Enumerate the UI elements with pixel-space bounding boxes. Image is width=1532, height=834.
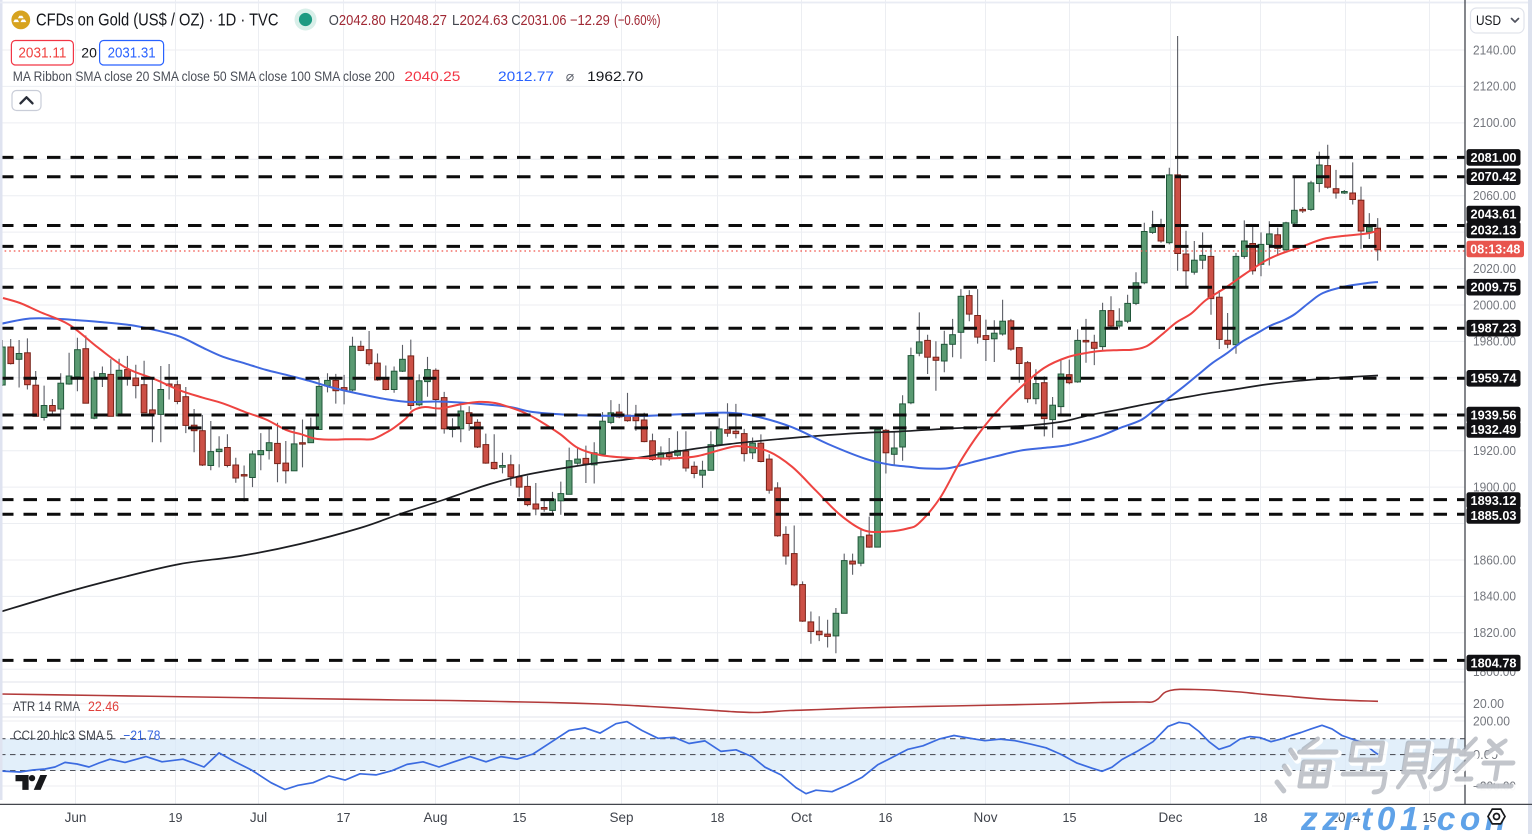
- svg-text:2024: 2024: [1330, 810, 1361, 825]
- svg-text:Sep: Sep: [609, 810, 633, 825]
- svg-text:18: 18: [711, 811, 725, 825]
- svg-text:USD: USD: [1476, 13, 1501, 28]
- svg-text:zzrt01.con: zzrt01.con: [1300, 801, 1510, 834]
- svg-text:2012.77: 2012.77: [498, 68, 554, 84]
- svg-text:16: 16: [879, 811, 893, 825]
- svg-text:MA Ribbon SMA close 20 SMA clo: MA Ribbon SMA close 20 SMA close 50 SMA …: [13, 69, 395, 84]
- svg-text:−21.78: −21.78: [123, 728, 160, 743]
- svg-text:1885.03: 1885.03: [1471, 509, 1517, 523]
- svg-text:2060.00: 2060.00: [1473, 189, 1516, 203]
- svg-text:17: 17: [337, 811, 351, 825]
- svg-text:1959.74: 1959.74: [1471, 372, 1517, 386]
- svg-text:−12.29: −12.29: [570, 13, 610, 29]
- svg-text:2031.11: 2031.11: [18, 46, 66, 62]
- svg-text:1893.12: 1893.12: [1471, 494, 1517, 508]
- svg-text:1987.23: 1987.23: [1471, 322, 1517, 336]
- svg-text:2140.00: 2140.00: [1473, 43, 1516, 57]
- svg-text:1980.00: 1980.00: [1473, 335, 1516, 349]
- svg-text:O2042.80: O2042.80: [329, 13, 386, 29]
- svg-text:08:13:48: 08:13:48: [1470, 242, 1520, 256]
- svg-text:22.46: 22.46: [88, 699, 119, 714]
- svg-text:L2024.63: L2024.63: [452, 13, 508, 29]
- svg-text:Oct: Oct: [791, 810, 812, 825]
- svg-text:200.00: 200.00: [1473, 714, 1510, 728]
- svg-text:1804.78: 1804.78: [1471, 656, 1517, 670]
- svg-text:Jul: Jul: [250, 810, 267, 825]
- svg-text:zzrt01.con: zzrt01.con: [1300, 801, 1510, 834]
- svg-text:1939.56: 1939.56: [1471, 408, 1517, 422]
- svg-text:20.00: 20.00: [1473, 697, 1504, 711]
- svg-text:1920.00: 1920.00: [1473, 444, 1516, 458]
- svg-text:Dec: Dec: [1158, 810, 1182, 825]
- svg-text:1820.00: 1820.00: [1473, 626, 1516, 640]
- svg-text:2081.00: 2081.00: [1471, 151, 1517, 165]
- svg-text:15: 15: [1063, 811, 1077, 825]
- svg-text:⌀: ⌀: [566, 68, 574, 84]
- svg-text:(−0.60%): (−0.60%): [614, 13, 661, 29]
- svg-text:2120.00: 2120.00: [1473, 80, 1516, 94]
- svg-text:CFDs on Gold (US$ / OZ) · 1D ·: CFDs on Gold (US$ / OZ) · 1D · TVC: [36, 10, 279, 30]
- svg-text:1932.49: 1932.49: [1471, 423, 1517, 437]
- svg-text:2009.75: 2009.75: [1471, 281, 1517, 295]
- svg-text:2100.00: 2100.00: [1473, 116, 1516, 130]
- svg-text:Aug: Aug: [423, 810, 447, 825]
- svg-text:2032.13: 2032.13: [1471, 223, 1517, 237]
- svg-text:2070.42: 2070.42: [1471, 170, 1517, 184]
- svg-text:2043.61: 2043.61: [1471, 207, 1517, 221]
- svg-text:20: 20: [81, 45, 97, 61]
- svg-text:15: 15: [1423, 811, 1437, 825]
- svg-text:1900.00: 1900.00: [1473, 480, 1516, 494]
- svg-text:19: 19: [169, 811, 183, 825]
- svg-text:2020.00: 2020.00: [1473, 262, 1516, 276]
- svg-text:2040.25: 2040.25: [404, 68, 460, 84]
- svg-text:Nov: Nov: [973, 810, 997, 825]
- svg-text:1962.70: 1962.70: [587, 68, 643, 84]
- svg-text:ATR 14 RMA: ATR 14 RMA: [13, 699, 80, 714]
- svg-text:H2048.27: H2048.27: [390, 13, 447, 29]
- svg-text:18: 18: [1254, 811, 1268, 825]
- svg-text:Jun: Jun: [65, 810, 87, 825]
- svg-text:1840.00: 1840.00: [1473, 590, 1516, 604]
- svg-text:CCI 20 hlc3 SMA 5: CCI 20 hlc3 SMA 5: [13, 728, 113, 743]
- svg-text:2000.00: 2000.00: [1473, 298, 1516, 312]
- svg-text:1860.00: 1860.00: [1473, 553, 1516, 567]
- svg-text:2031.31: 2031.31: [108, 46, 156, 62]
- svg-text:C2031.06: C2031.06: [511, 13, 566, 29]
- svg-text:15: 15: [513, 811, 527, 825]
